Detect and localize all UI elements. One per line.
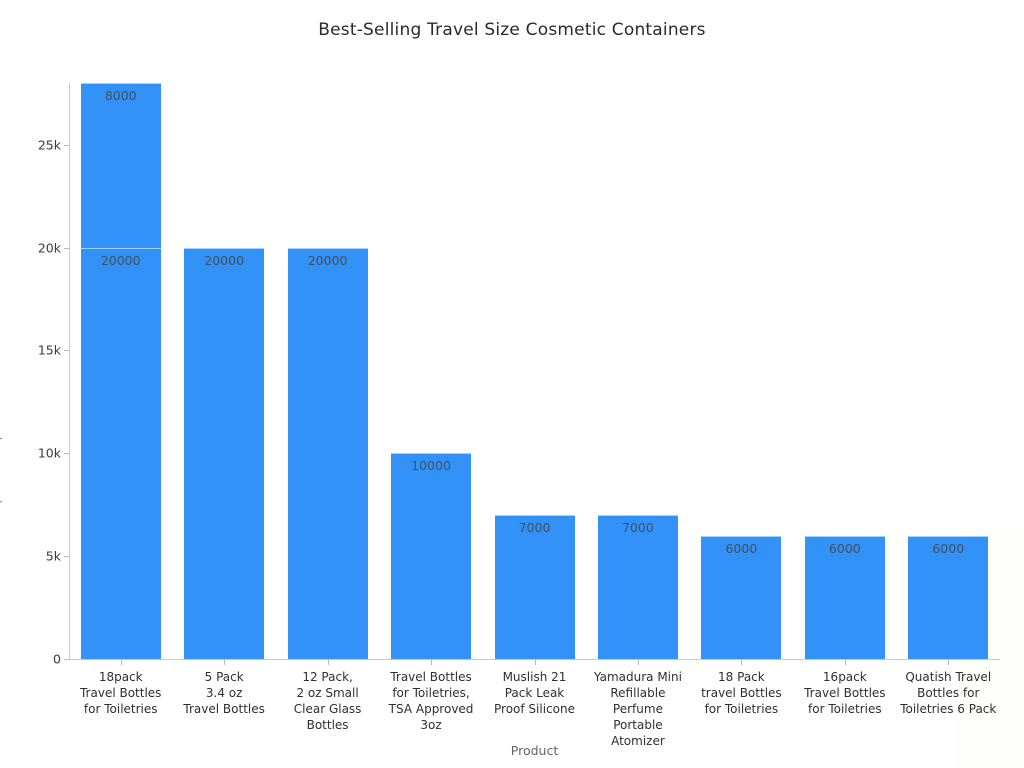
bar-segment[interactable]: 6000	[701, 535, 782, 659]
bar-segment[interactable]: 8000	[80, 83, 161, 248]
x-axis-title: Product	[510, 743, 559, 758]
y-tick-label: 15k	[37, 342, 61, 358]
x-tick-mark	[431, 660, 433, 665]
x-tick-label: Quatish Travel Bottles for Toiletries 6 …	[900, 670, 997, 716]
bar[interactable]: 7000	[597, 515, 678, 659]
x-tick-mark	[224, 660, 226, 665]
y-tick-mark	[64, 659, 69, 660]
x-tick-mark	[948, 660, 950, 665]
bar-value-label: 6000	[828, 540, 861, 556]
bar-value-label: 7000	[518, 520, 551, 535]
bar-segment[interactable]: 20000	[184, 247, 265, 659]
bar-value-label: 20000	[204, 252, 245, 268]
bar-segment[interactable]: 6000	[804, 535, 885, 659]
y-tick-mark	[64, 556, 69, 558]
bar-value-label: 8000	[104, 88, 137, 104]
y-tick-mark	[64, 350, 69, 352]
plot-area: 20000 8000 20000 20000 10000 7000 7000 6000 6000…	[69, 83, 1000, 659]
y-tick-mark	[64, 453, 69, 455]
bar-segment[interactable]: 20000	[287, 247, 368, 659]
bar[interactable]: 10000	[391, 453, 472, 659]
bar[interactable]: 20000	[287, 247, 368, 659]
x-tick-mark	[534, 660, 536, 665]
bar-segment[interactable]: 10000	[391, 453, 472, 659]
x-tick-mark	[741, 660, 743, 665]
x-tick-label: 5 Pack 3.4 oz Travel Bottles	[183, 670, 265, 716]
x-axis-line	[69, 659, 1000, 660]
y-tick-label: 5k	[45, 548, 61, 564]
x-tick-label: 18pack Travel Bottles for Toiletries	[79, 670, 162, 716]
y-tick-label: 0	[53, 651, 61, 667]
x-tick-mark	[844, 660, 846, 665]
bar-segment[interactable]: 7000	[494, 515, 575, 659]
x-tick-label: 12 Pack, 2 oz Small Clear Glass Bottles	[293, 670, 362, 732]
y-axis-title: Sales Volume (minimum)	[0, 435, 3, 593]
bar-segment[interactable]: 7000	[597, 515, 678, 659]
y-tick-mark	[64, 144, 69, 146]
y-tick-label: 20k	[37, 240, 61, 256]
bar[interactable]: 20000	[184, 247, 265, 659]
bar-value-label: 6000	[725, 540, 758, 556]
x-tick-label: Muslish 21 Pack Leak Proof Silicone	[494, 670, 575, 716]
bar-value-label: 20000	[307, 252, 348, 268]
bar-value-label: 20000	[100, 252, 141, 268]
x-tick-label: Travel Bottles for Toiletries, TSA Appro…	[388, 670, 474, 732]
bar-value-label: 6000	[932, 540, 965, 556]
x-tick-label: 18 Pack travel Bottles for Toiletries	[701, 670, 782, 716]
x-tick-mark	[327, 660, 329, 665]
bar-value-label: 7000	[622, 520, 654, 535]
bar[interactable]: 6000	[908, 535, 989, 659]
x-tick-label: 16pack Travel Bottles for Toiletries	[804, 670, 886, 716]
x-tick-mark	[637, 660, 639, 665]
y-tick-label: 10k	[37, 445, 61, 461]
y-tick-mark	[64, 247, 69, 249]
bar-value-label: 10000	[411, 458, 451, 474]
bar[interactable]: 20000 8000	[80, 83, 161, 659]
y-tick-label: 25k	[37, 137, 61, 153]
bar-segment[interactable]: 6000	[908, 535, 989, 659]
chart-title: Best-Selling Travel Size Cosmetic Contai…	[318, 20, 706, 40]
y-axis-line	[69, 83, 70, 660]
bar[interactable]: 7000	[494, 515, 575, 659]
bar[interactable]: 6000	[701, 535, 782, 659]
bar[interactable]: 6000	[804, 535, 885, 659]
x-tick-mark	[120, 660, 122, 665]
x-tick-label: Yamadura Mini Refillable Perfume Portabl…	[593, 670, 682, 748]
bar-segment[interactable]: 20000	[80, 247, 161, 659]
